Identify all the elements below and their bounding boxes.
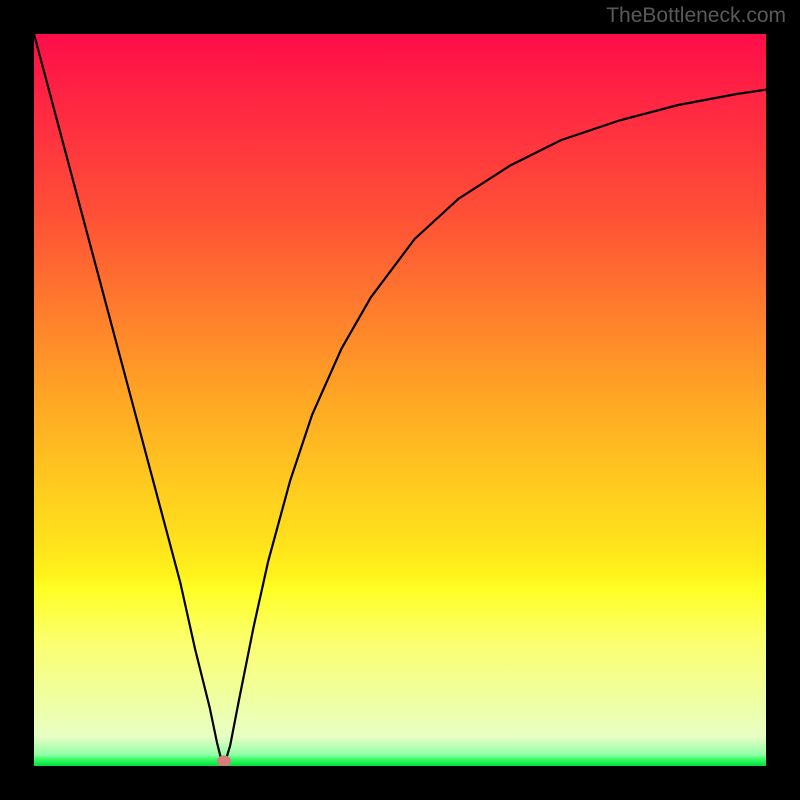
curve-layer: [34, 34, 766, 766]
min-marker: [217, 755, 231, 766]
curve: [34, 34, 766, 760]
watermark: TheBottleneck.com: [606, 4, 786, 28]
chart-area: [34, 34, 766, 766]
